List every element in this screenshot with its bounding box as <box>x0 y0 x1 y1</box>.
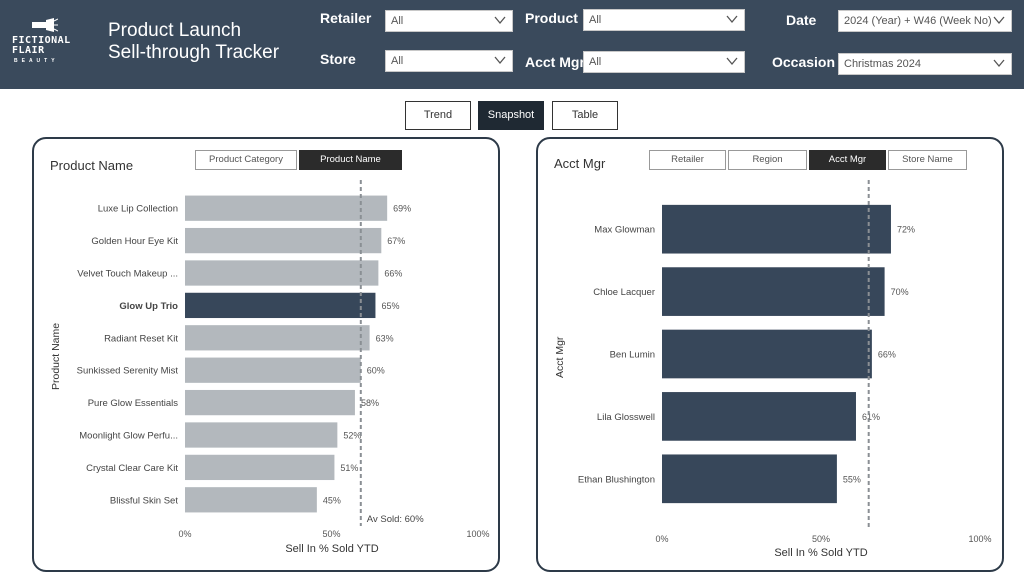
x-tick-label: 50% <box>322 529 340 539</box>
category-label: Velvet Touch Makeup ... <box>77 269 178 280</box>
category-label: Radiant Reset Kit <box>104 333 178 344</box>
data-label: 51% <box>340 463 358 473</box>
category-label: Golden Hour Eye Kit <box>91 236 178 247</box>
category-label: Glow Up Trio <box>119 301 178 312</box>
x-tick-label: 100% <box>466 529 489 539</box>
lipstick-icon <box>32 18 58 32</box>
retailer-filter-label: Retailer <box>320 10 372 26</box>
bar <box>185 454 335 481</box>
chevron-down-icon <box>494 16 506 25</box>
data-label: 69% <box>393 204 411 214</box>
right-panel-title: Acct Mgr <box>554 156 606 171</box>
date-dropdown-value: 2024 (Year) + W46 (Week No) <box>844 15 992 27</box>
retailer-dropdown[interactable]: All <box>385 10 513 32</box>
category-label: Pure Glow Essentials <box>88 398 179 409</box>
acct-mgr-filter-label: Acct Mgr <box>525 54 585 70</box>
chevron-down-icon <box>993 16 1005 25</box>
bar <box>185 325 370 351</box>
bar <box>185 389 355 416</box>
right-x-axis-label: Sell In % Sold YTD <box>774 547 868 559</box>
data-label: 67% <box>387 236 405 246</box>
bar <box>185 260 379 286</box>
product-filter-label: Product <box>525 10 578 26</box>
data-label: 65% <box>381 301 399 311</box>
logo-text-line1: FICTIONAL <box>12 35 71 46</box>
store-filter-label: Store <box>320 51 356 67</box>
logo-subtext: BEAUTY <box>14 58 59 64</box>
data-label: 66% <box>384 269 402 279</box>
logo-text-line2: FLAIR <box>12 45 45 56</box>
tab-store-name[interactable]: Store Name <box>888 150 967 170</box>
average-label: Av Sold: 60% <box>367 514 424 525</box>
table-button[interactable]: Table <box>552 101 618 130</box>
bar <box>185 292 376 319</box>
acct-mgr-dropdown[interactable]: All <box>583 51 745 73</box>
occasion-dropdown-value: Christmas 2024 <box>844 58 922 70</box>
acct-mgr-dropdown-value: All <box>589 56 602 68</box>
tab-region[interactable]: Region <box>728 150 807 170</box>
occasion-filter-label: Occasion <box>772 54 836 70</box>
header-bar: FICTIONAL FLAIR BEAUTY Product Launch Se… <box>0 0 1024 89</box>
store-dropdown[interactable]: All <box>385 50 513 72</box>
occasion-dropdown[interactable]: Christmas 2024 <box>838 53 1012 75</box>
category-label: Blissful Skin Set <box>110 495 178 506</box>
data-label: 60% <box>367 366 385 376</box>
tab-acct-mgr[interactable]: Acct Mgr <box>809 150 886 170</box>
chevron-down-icon <box>993 59 1005 68</box>
page-title-line1: Product Launch <box>108 20 242 41</box>
page-title: Product Launch Sell-through Tracker <box>108 20 279 64</box>
data-label: 63% <box>376 333 394 343</box>
store-dropdown-value: All <box>391 55 404 67</box>
category-label: Moonlight Glow Perfu... <box>79 431 178 442</box>
trend-button[interactable]: Trend <box>405 101 471 130</box>
product-dropdown[interactable]: All <box>583 9 745 31</box>
snapshot-button[interactable]: Snapshot <box>478 101 544 130</box>
category-label: Sunkissed Serenity Mist <box>77 366 179 377</box>
left-panel-title: Product Name <box>50 158 134 173</box>
x-tick-label: 0% <box>178 529 191 539</box>
right-y-axis-label: Acct Mgr <box>554 336 566 378</box>
chevron-down-icon <box>494 56 506 65</box>
left-x-axis-label: Sell In % Sold YTD <box>285 543 379 555</box>
data-label: 52% <box>343 431 361 441</box>
date-filter-label: Date <box>786 12 817 28</box>
date-dropdown[interactable]: 2024 (Year) + W46 (Week No) <box>838 10 1012 32</box>
bar <box>185 422 338 448</box>
chevron-down-icon <box>726 15 738 24</box>
tab-product-name[interactable]: Product Name <box>299 150 402 170</box>
tab-retailer[interactable]: Retailer <box>649 150 726 170</box>
chevron-down-icon <box>726 57 738 66</box>
bar <box>185 195 388 221</box>
acct-mgr-panel <box>536 137 1004 572</box>
bar <box>185 357 361 383</box>
page-title-line2: Sell-through Tracker <box>108 42 280 63</box>
category-label: Luxe Lip Collection <box>98 204 178 215</box>
product-dropdown-value: All <box>589 14 602 26</box>
bar <box>185 487 317 513</box>
retailer-dropdown-value: All <box>391 15 404 27</box>
bar <box>185 227 382 254</box>
brand-logo: FICTIONAL FLAIR BEAUTY <box>12 16 84 68</box>
category-label: Crystal Clear Care Kit <box>86 463 178 474</box>
tab-product-category[interactable]: Product Category <box>195 150 297 170</box>
data-label: 58% <box>361 398 379 408</box>
data-label: 45% <box>323 495 341 505</box>
